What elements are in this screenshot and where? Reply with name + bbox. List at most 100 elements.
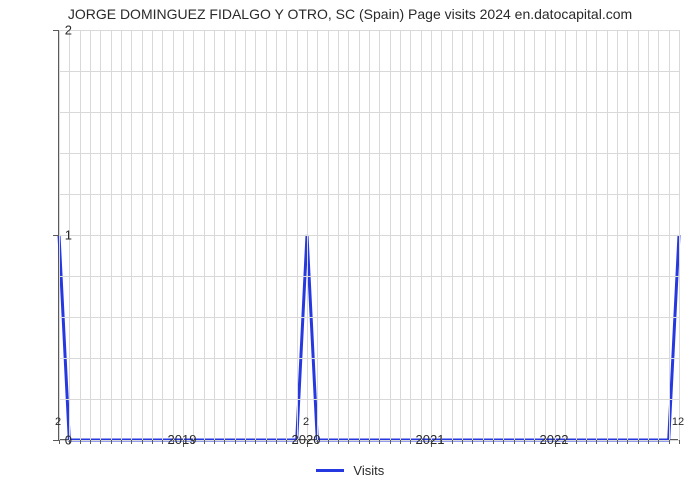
v-gridline [173, 30, 174, 440]
v-gridline [503, 30, 504, 440]
v-gridline [359, 30, 360, 440]
x-tick-label-minor: 2 [55, 416, 61, 428]
x-tick-label-major: 2020 [292, 432, 321, 447]
x-tick-minor [658, 440, 659, 444]
v-gridline [317, 30, 318, 440]
x-tick-label-minor: 12 [672, 416, 684, 428]
x-tick-minor [359, 440, 360, 444]
y-tick-label: 2 [44, 23, 72, 38]
v-gridline [338, 30, 339, 440]
v-gridline [348, 30, 349, 440]
v-gridline [224, 30, 225, 440]
v-gridline [472, 30, 473, 440]
x-tick-minor [648, 440, 649, 444]
legend-label: Visits [353, 463, 384, 478]
x-tick-minor [369, 440, 370, 444]
x-tick-minor [379, 440, 380, 444]
v-gridline [121, 30, 122, 440]
v-gridline [80, 30, 81, 440]
x-tick-minor [596, 440, 597, 444]
x-tick-minor [679, 440, 680, 444]
v-gridline [369, 30, 370, 440]
v-gridline [514, 30, 515, 440]
v-gridline [441, 30, 442, 440]
x-tick-minor [576, 440, 577, 444]
v-gridline [328, 30, 329, 440]
x-tick-minor [245, 440, 246, 444]
x-tick-minor [204, 440, 205, 444]
x-tick-minor [276, 440, 277, 444]
v-gridline [617, 30, 618, 440]
x-tick-minor [224, 440, 225, 444]
v-gridline [400, 30, 401, 440]
x-tick-minor [472, 440, 473, 444]
x-tick-label-major: 2019 [168, 432, 197, 447]
x-tick-minor [607, 440, 608, 444]
y-tick-label: 0 [44, 433, 72, 448]
v-gridline [555, 30, 556, 440]
x-tick-minor [152, 440, 153, 444]
v-gridline [410, 30, 411, 440]
x-tick-minor [627, 440, 628, 444]
x-tick-minor [338, 440, 339, 444]
v-gridline [431, 30, 432, 440]
x-tick-minor [452, 440, 453, 444]
x-tick-minor [266, 440, 267, 444]
v-gridline [131, 30, 132, 440]
v-gridline [638, 30, 639, 440]
v-gridline [534, 30, 535, 440]
v-gridline [462, 30, 463, 440]
v-gridline [307, 30, 308, 440]
y-tick-label: 1 [44, 228, 72, 243]
x-tick-minor [638, 440, 639, 444]
v-gridline [100, 30, 101, 440]
v-gridline [493, 30, 494, 440]
v-gridline [266, 30, 267, 440]
x-tick-minor [162, 440, 163, 444]
plot-region [58, 30, 678, 440]
legend-swatch [316, 469, 344, 472]
v-gridline [286, 30, 287, 440]
v-gridline [255, 30, 256, 440]
x-tick-minor [235, 440, 236, 444]
x-tick-minor [328, 440, 329, 444]
x-tick-minor [586, 440, 587, 444]
v-gridline [142, 30, 143, 440]
chart-title: JORGE DOMINGUEZ FIDALGO Y OTRO, SC (Spai… [0, 6, 700, 22]
v-gridline [152, 30, 153, 440]
v-gridline [596, 30, 597, 440]
v-gridline [297, 30, 298, 440]
x-tick-minor [286, 440, 287, 444]
x-tick-minor [390, 440, 391, 444]
x-tick-minor [524, 440, 525, 444]
v-gridline [214, 30, 215, 440]
v-gridline [452, 30, 453, 440]
v-gridline [276, 30, 277, 440]
v-gridline [183, 30, 184, 440]
v-gridline [193, 30, 194, 440]
v-gridline [390, 30, 391, 440]
x-tick-label-major: 2021 [416, 432, 445, 447]
v-gridline [658, 30, 659, 440]
v-gridline [679, 30, 680, 440]
v-gridline [245, 30, 246, 440]
v-gridline [235, 30, 236, 440]
x-tick-minor [503, 440, 504, 444]
x-tick-minor [214, 440, 215, 444]
x-tick-minor [493, 440, 494, 444]
x-tick-minor [483, 440, 484, 444]
v-gridline [379, 30, 380, 440]
x-tick-minor [255, 440, 256, 444]
legend: Visits [0, 462, 700, 478]
x-tick-minor [90, 440, 91, 444]
x-tick-minor [121, 440, 122, 444]
v-gridline [586, 30, 587, 440]
v-gridline [607, 30, 608, 440]
v-gridline [565, 30, 566, 440]
x-tick-minor [410, 440, 411, 444]
x-tick-minor [348, 440, 349, 444]
v-gridline [483, 30, 484, 440]
x-tick-minor [80, 440, 81, 444]
x-tick-minor [142, 440, 143, 444]
x-tick-minor [462, 440, 463, 444]
